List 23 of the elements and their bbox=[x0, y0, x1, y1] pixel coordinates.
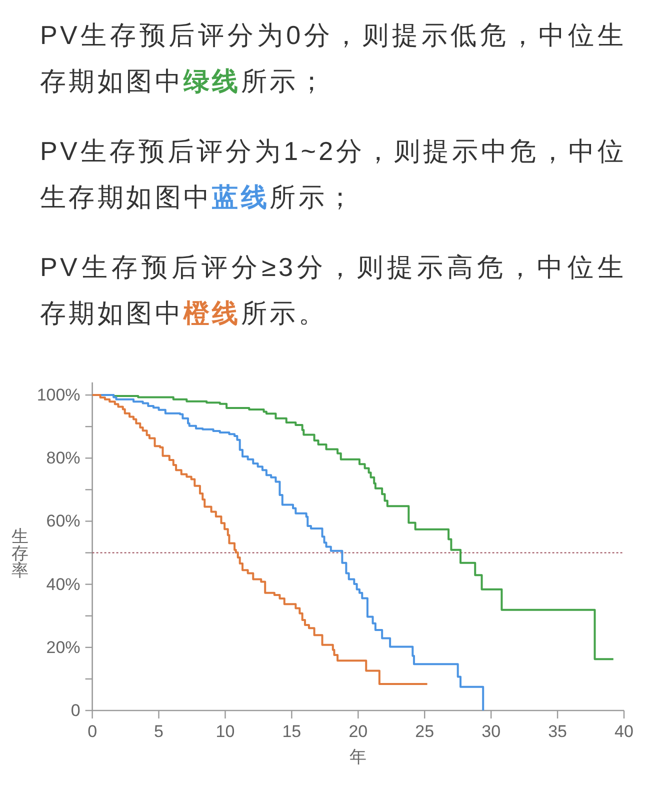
text: 橙线 bbox=[184, 298, 241, 328]
y-tick-label: 60% bbox=[46, 512, 80, 531]
text: 所示； bbox=[240, 66, 328, 96]
x-tick-label: 15 bbox=[282, 722, 302, 741]
y-tick-label: 40% bbox=[46, 574, 80, 594]
x-tick-label: 25 bbox=[415, 722, 434, 741]
x-tick-label: 10 bbox=[216, 722, 235, 741]
x-tick-label: 0 bbox=[88, 722, 98, 741]
text: 绿线 bbox=[184, 66, 241, 96]
y-tick-label: 20% bbox=[46, 638, 80, 657]
x-tick-label: 30 bbox=[482, 722, 501, 741]
text: 蓝线 bbox=[212, 182, 270, 212]
y-tick-label: 0 bbox=[70, 701, 80, 720]
y-tick-label: 100% bbox=[36, 386, 80, 405]
text: 所示； bbox=[270, 182, 356, 212]
x-tick-label: 35 bbox=[548, 722, 567, 741]
x-tick-label: 20 bbox=[348, 722, 368, 741]
y-tick-label: 80% bbox=[46, 448, 80, 468]
y-axis-title: 生存率 bbox=[12, 526, 28, 580]
x-tick-label: 5 bbox=[154, 722, 164, 741]
x-axis-title: 年 bbox=[350, 748, 367, 766]
text: 所示。 bbox=[240, 298, 328, 328]
x-tick-label: 40 bbox=[614, 722, 634, 741]
